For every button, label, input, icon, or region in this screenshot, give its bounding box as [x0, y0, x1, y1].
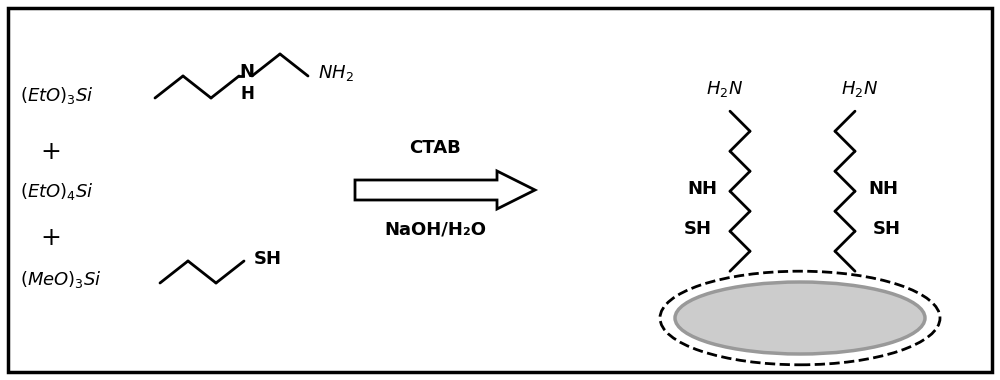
Text: CTAB: CTAB: [409, 139, 461, 157]
Text: NH: NH: [687, 180, 717, 198]
Text: $(MeO)_3Si$: $(MeO)_3Si$: [20, 269, 102, 290]
Text: $+$: $+$: [40, 226, 60, 250]
Ellipse shape: [675, 282, 925, 354]
Text: $H_2N$: $H_2N$: [706, 79, 744, 99]
Text: $(EtO)_4Si$: $(EtO)_4Si$: [20, 182, 94, 203]
Text: $NH_2$: $NH_2$: [318, 63, 354, 83]
Text: SH: SH: [873, 220, 901, 238]
Text: N: N: [240, 63, 255, 81]
Text: NH: NH: [868, 180, 898, 198]
Text: $+$: $+$: [40, 140, 60, 164]
Text: NaOH/H₂O: NaOH/H₂O: [384, 221, 486, 239]
Text: $H_2N$: $H_2N$: [841, 79, 879, 99]
Text: $(EtO)_3Si$: $(EtO)_3Si$: [20, 84, 94, 106]
Text: SH: SH: [254, 250, 282, 268]
Text: SH: SH: [684, 220, 712, 238]
Text: H: H: [240, 85, 254, 103]
FancyArrow shape: [355, 171, 535, 209]
